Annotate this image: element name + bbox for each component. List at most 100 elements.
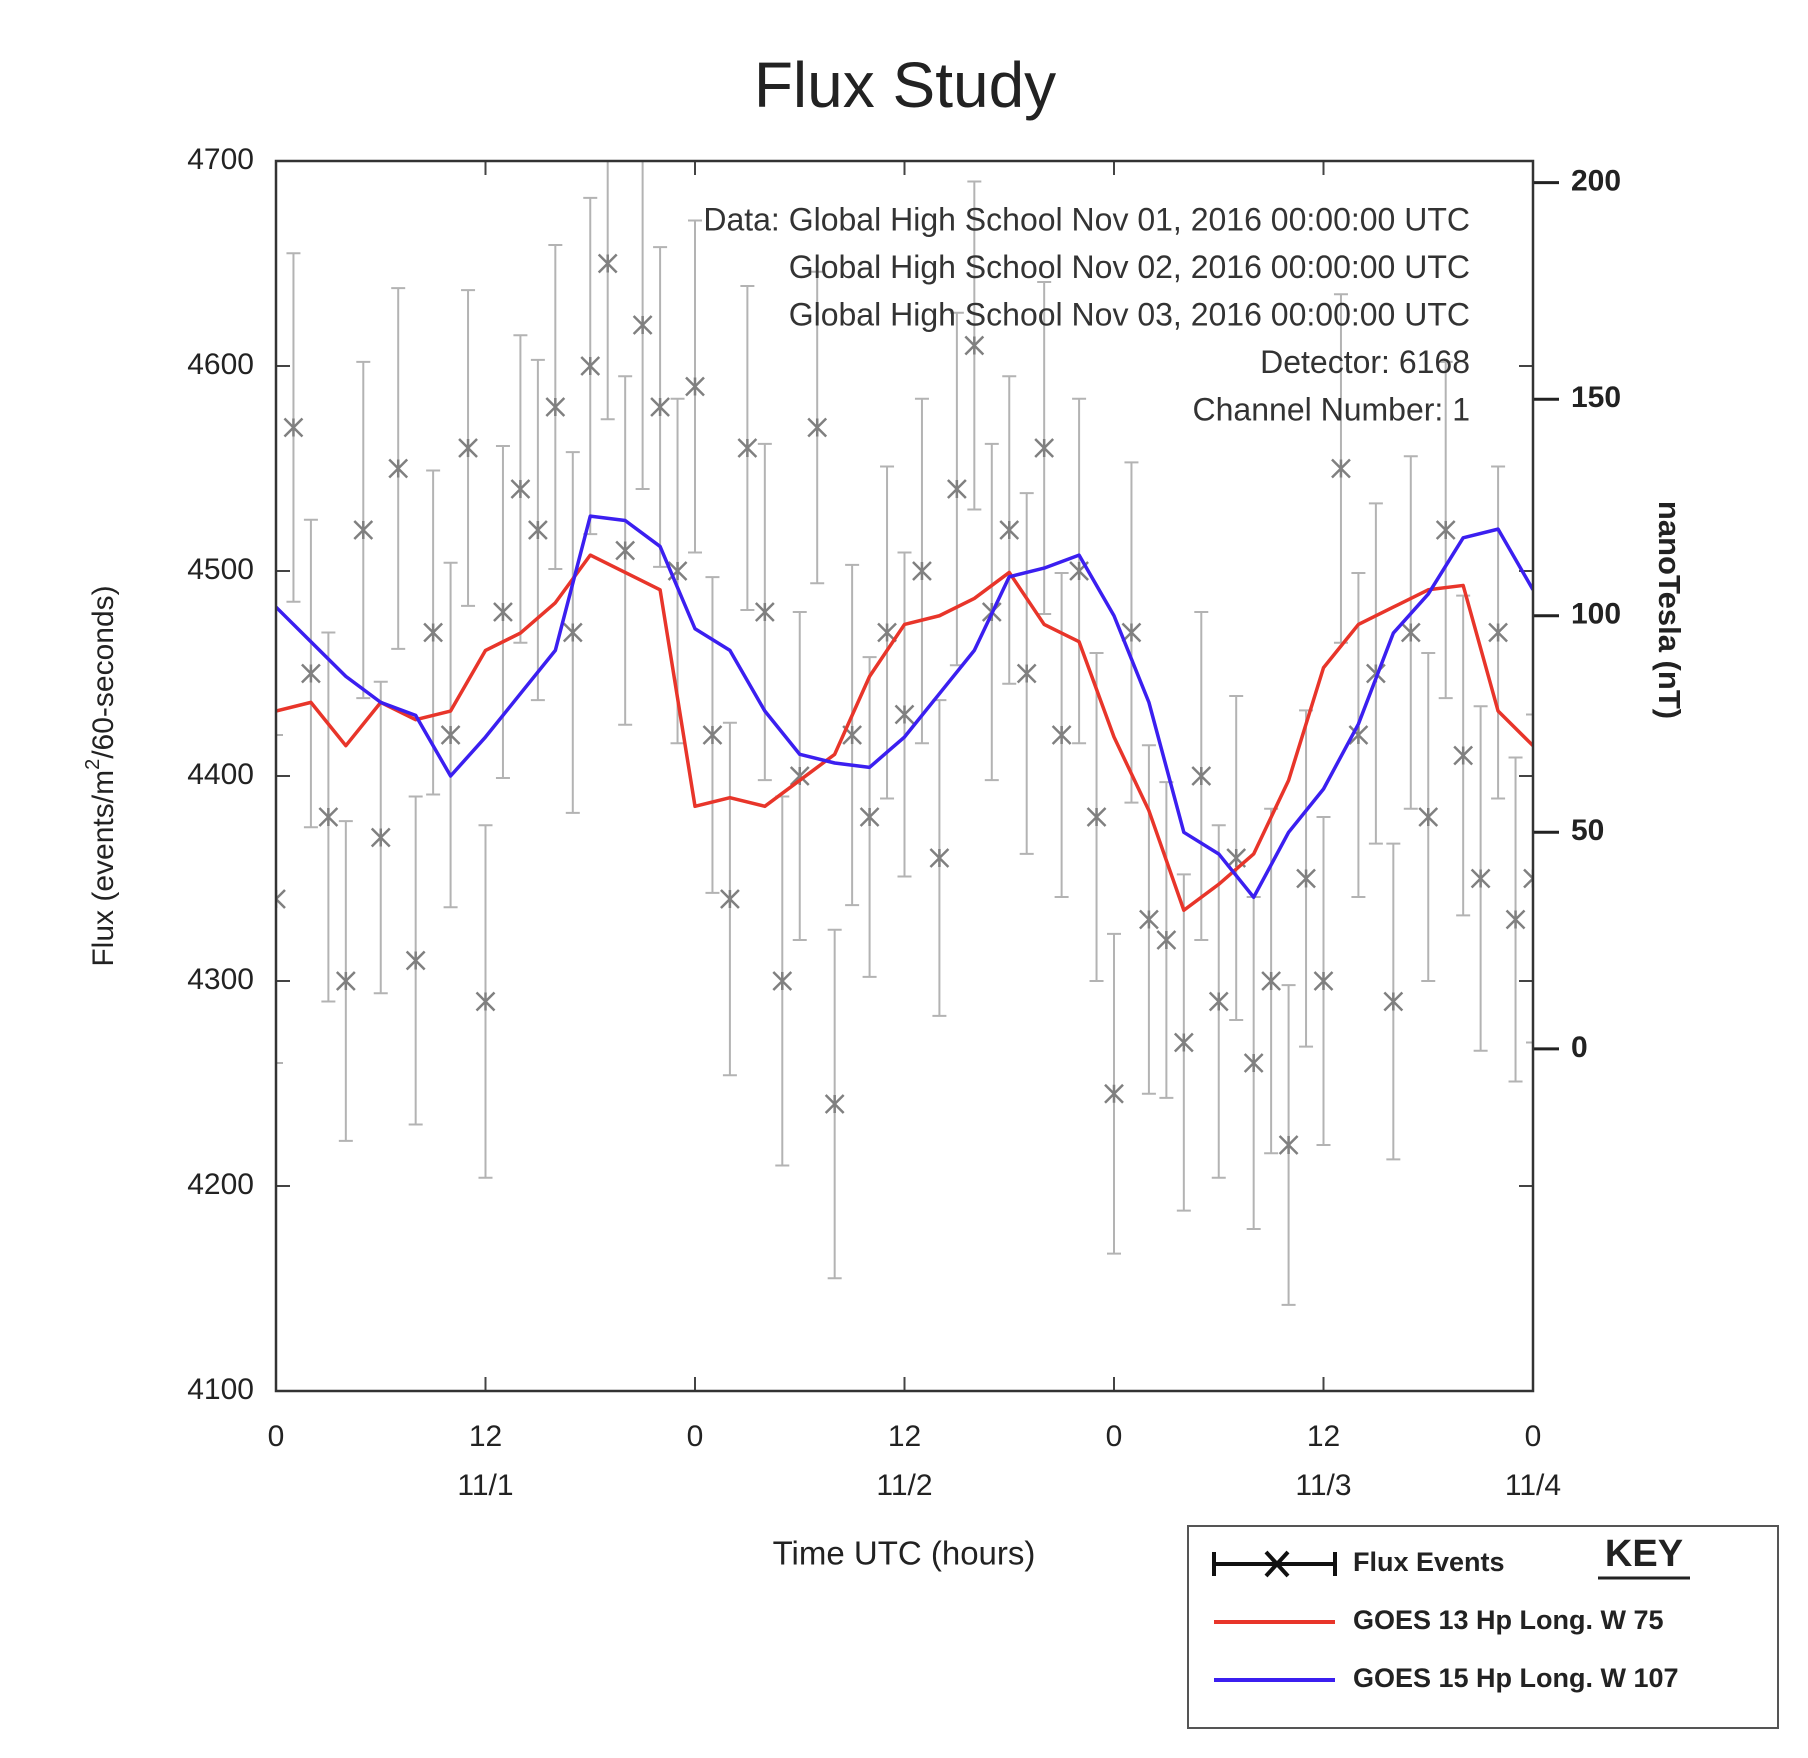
flux-marker (527, 520, 548, 540)
annotation: Channel Number: 1 (1193, 391, 1470, 427)
series-line (276, 553, 1533, 913)
y-tick-label: 4700 (187, 143, 254, 176)
flux-marker (335, 971, 356, 991)
plot-area (276, 161, 1533, 1306)
flux-marker (1400, 622, 1421, 643)
flux-marker (1104, 1083, 1124, 1104)
flux-marker (301, 663, 321, 684)
flux-marker (702, 725, 723, 745)
y-tick-label: 4500 (187, 553, 254, 586)
flux-marker (1331, 458, 1351, 479)
flux-marker (1418, 807, 1439, 827)
flux-marker (632, 315, 653, 335)
flux-marker (1051, 725, 1072, 745)
y-tick-label: 4200 (187, 1168, 254, 1201)
flux-marker (912, 561, 932, 581)
flux-marker (353, 520, 374, 540)
x-tick-label: 12 (469, 1420, 502, 1453)
y-axis-label: Flux (events/m2/60-seconds) (82, 585, 120, 966)
flux-marker (1139, 909, 1159, 930)
flux-marker (964, 335, 985, 356)
y2-axis-label: nanoTesla (nT) (1652, 501, 1687, 719)
annotation: Global High School Nov 02, 2016 00:00:00… (789, 249, 1470, 285)
chart-title: Flux Study (754, 49, 1056, 121)
flux-marker (1156, 930, 1177, 950)
flux-marker (1121, 622, 1142, 643)
annotation: Detector: 6168 (1260, 344, 1470, 380)
y-tick-label: 4600 (187, 348, 254, 381)
x-tick-label: 0 (687, 1420, 704, 1453)
flux-marker (1296, 868, 1316, 889)
flux-marker (824, 1094, 845, 1114)
flux-marker (1173, 1032, 1194, 1053)
flux-marker (1086, 807, 1107, 827)
flux-marker (597, 253, 618, 274)
flux-marker (946, 479, 967, 499)
legend-title: KEY (1605, 1533, 1683, 1575)
flux-marker (1261, 971, 1282, 991)
flux-marker (737, 438, 758, 458)
x-date-label: 11/3 (1295, 1469, 1351, 1502)
legend-box (1187, 1525, 1779, 1729)
x-tick-label: 0 (1525, 1420, 1542, 1453)
flux-marker (388, 458, 409, 479)
flux-marker (999, 520, 1020, 540)
flux-marker (510, 479, 531, 499)
annotation: Data: Global High School Nov 01, 2016 00… (703, 201, 1470, 237)
flux-marker (1313, 971, 1334, 991)
flux-marker (1191, 766, 1212, 786)
y-axis-label-part: /60-seconds) (87, 585, 120, 758)
flux-marker (1243, 1053, 1264, 1073)
y2-tick-label: 200 (1571, 165, 1621, 198)
flux-marker (807, 417, 828, 438)
flux-marker (1523, 868, 1533, 889)
y-tick-label: 4400 (187, 758, 254, 791)
x-axis-label: Time UTC (hours) (773, 1535, 1036, 1572)
legend-swatch (1212, 1550, 1337, 1578)
flux-marker (1208, 991, 1229, 1012)
y2-tick-label: 100 (1571, 598, 1621, 631)
flux-marker (859, 807, 880, 827)
plot-frame (274, 159, 1535, 1393)
flux-marker (1435, 520, 1456, 540)
y-axis-label-superscript: 2 (82, 759, 104, 770)
error-bar (276, 734, 283, 1064)
flux-marker (1505, 909, 1526, 930)
flux-marker (545, 397, 566, 417)
flux-marker (283, 417, 304, 438)
x-tick-label: 0 (1106, 1420, 1123, 1453)
legend-label: GOES 13 Hp Long. W 75 (1353, 1605, 1664, 1635)
flux-marker (685, 376, 705, 397)
flux-marker (929, 848, 950, 868)
error-bar (1526, 713, 1533, 1044)
x-date-label: 11/1 (457, 1469, 513, 1502)
legend-label: GOES 15 Hp Long. W 107 (1353, 1663, 1679, 1693)
y2-tick-label: 50 (1571, 814, 1604, 847)
flux-marker (1470, 868, 1491, 889)
flux-marker (318, 807, 339, 827)
flux-marker (615, 540, 636, 561)
y-tick-label: 4300 (187, 963, 254, 996)
flux-marker (754, 602, 775, 622)
flux-marker (772, 971, 793, 991)
flux-marker (1383, 991, 1404, 1012)
x-tick-label: 0 (268, 1420, 285, 1453)
flux-marker (1034, 438, 1055, 458)
flux-marker (1453, 745, 1474, 766)
flux-marker (276, 889, 286, 909)
flux-marker (1348, 725, 1369, 745)
flux-marker (580, 356, 601, 376)
legend-label: Flux Events (1353, 1547, 1505, 1577)
flux-marker (562, 622, 583, 643)
y2-tick-label: 150 (1571, 381, 1621, 414)
flux-marker (475, 991, 496, 1012)
flux-marker (1488, 622, 1508, 643)
annotation: Global High School Nov 03, 2016 00:00:00… (789, 296, 1470, 332)
flux-marker (1278, 1135, 1299, 1155)
flux-marker (405, 950, 426, 971)
x-tick-label: 12 (888, 1420, 921, 1453)
flux-marker (493, 602, 513, 622)
y2-tick-label: 0 (1571, 1031, 1588, 1064)
series-line (276, 514, 1533, 900)
